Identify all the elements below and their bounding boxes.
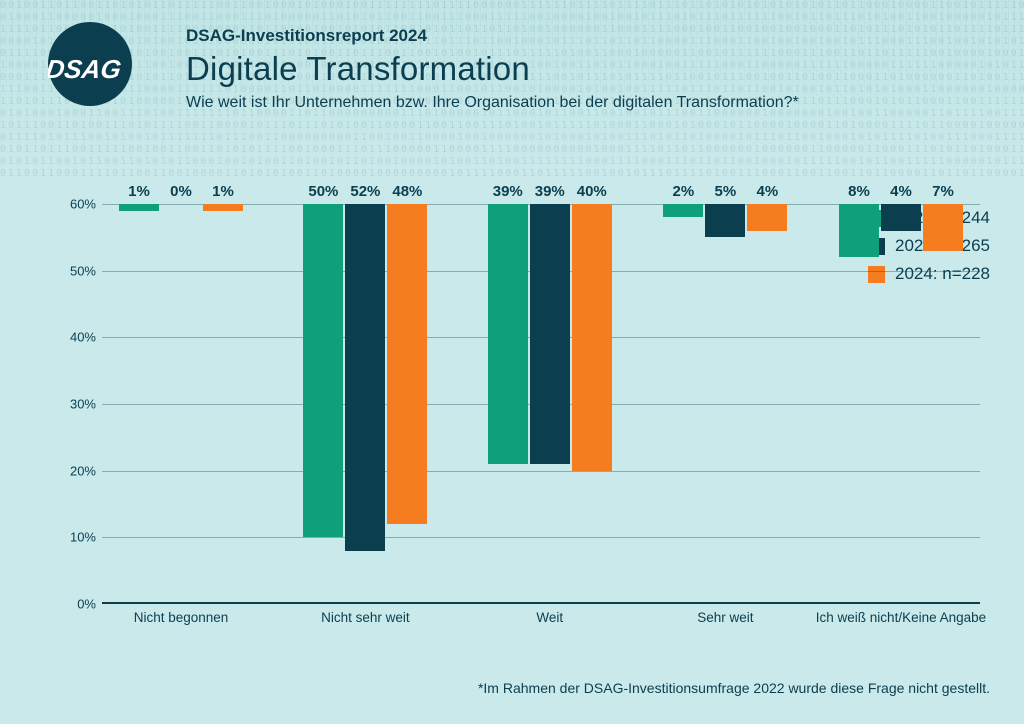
bar-group: 50%52%48%Nicht sehr weit [303,204,427,604]
category-label: Sehr weit [697,604,753,625]
bar: 7% [923,204,963,251]
y-tick-label: 10% [60,530,96,545]
chart-plot-area: 0%10%20%30%40%50%60% 1%0%1%Nicht begonne… [102,204,980,604]
bar-value-label: 39% [493,183,523,204]
bar-value-label: 39% [535,183,565,204]
bar-group: 1%0%1%Nicht begonnen [119,204,243,604]
y-tick-label: 30% [60,397,96,412]
bar-chart: 0%10%20%30%40%50%60% 1%0%1%Nicht begonne… [60,204,980,634]
dsag-logo-svg: DSAG [48,22,132,106]
y-tick-label: 0% [60,597,96,612]
chart-x-axis [102,602,980,604]
bar: 4% [881,204,921,231]
bar: 52% [345,204,385,551]
bar-fill [203,204,243,211]
bar-fill [387,204,427,524]
report-title: Digitale Transformation [186,50,799,88]
bar-fill [839,204,879,257]
bar-fill [119,204,159,211]
category-label: Ich weiß nicht/Keine Angabe [816,604,986,625]
report-subtitle: Wie weit ist Ihr Unternehmen bzw. Ihre O… [186,94,799,112]
bar-group-bars: 1%0%1% [119,204,243,604]
y-tick-label: 50% [60,263,96,278]
category-label: Nicht sehr weit [321,604,410,625]
bar-group: 8%4%7%Ich weiß nicht/Keine Angabe [839,204,963,604]
bar-group-bars: 50%52%48% [303,204,427,604]
bar-fill [923,204,963,251]
bar: 48% [387,204,427,524]
bar-fill [303,204,343,537]
chart-footnote: *Im Rahmen der DSAG-Investitionsumfrage … [478,680,990,696]
bar-value-label: 0% [170,183,192,204]
bar-fill [747,204,787,231]
bar-fill [705,204,745,237]
bar-fill [572,204,612,471]
category-label: Nicht begonnen [134,604,229,625]
bar-fill [881,204,921,231]
dsag-logo: DSAG [48,22,132,106]
bar-value-label: 40% [577,183,607,204]
bar: 1% [119,204,159,211]
bar-value-label: 48% [392,183,422,204]
bar: 39% [488,204,528,464]
category-label: Weit [536,604,563,625]
bar-value-label: 52% [350,183,380,204]
bar-value-label: 5% [715,183,737,204]
y-tick-label: 60% [60,197,96,212]
bar: 8% [839,204,879,257]
report-suptitle: DSAG-Investitionsreport 2024 [186,26,799,46]
bar: 40% [572,204,612,471]
bar-value-label: 2% [673,183,695,204]
bar: 39% [530,204,570,464]
bar: 5% [705,204,745,237]
bar-value-label: 4% [890,183,912,204]
dsag-logo-text: DSAG [48,54,123,84]
bar-group-bars: 2%5%4% [663,204,787,604]
bar: 4% [747,204,787,231]
bar-group-bars: 39%39%40% [488,204,612,604]
bar-fill [488,204,528,464]
y-tick-label: 20% [60,463,96,478]
chart-bar-groups: 1%0%1%Nicht begonnen 50%52%48%Nicht sehr … [102,204,980,604]
bar: 50% [303,204,343,537]
bar-group: 39%39%40%Weit [488,204,612,604]
bar-value-label: 50% [308,183,338,204]
bar-group-bars: 8%4%7% [839,204,963,604]
bar-fill [530,204,570,464]
y-tick-label: 40% [60,330,96,345]
bar-value-label: 8% [848,183,870,204]
bar-value-label: 1% [212,183,234,204]
bar-fill [345,204,385,551]
bar-value-label: 4% [757,183,779,204]
bar-value-label: 7% [932,183,954,204]
bar-fill [663,204,703,217]
bar: 2% [663,204,703,217]
header-block: DSAG-Investitionsreport 2024 Digitale Tr… [186,26,799,112]
bar-value-label: 1% [128,183,150,204]
bar: 1% [203,204,243,211]
bar-group: 2%5%4%Sehr weit [663,204,787,604]
